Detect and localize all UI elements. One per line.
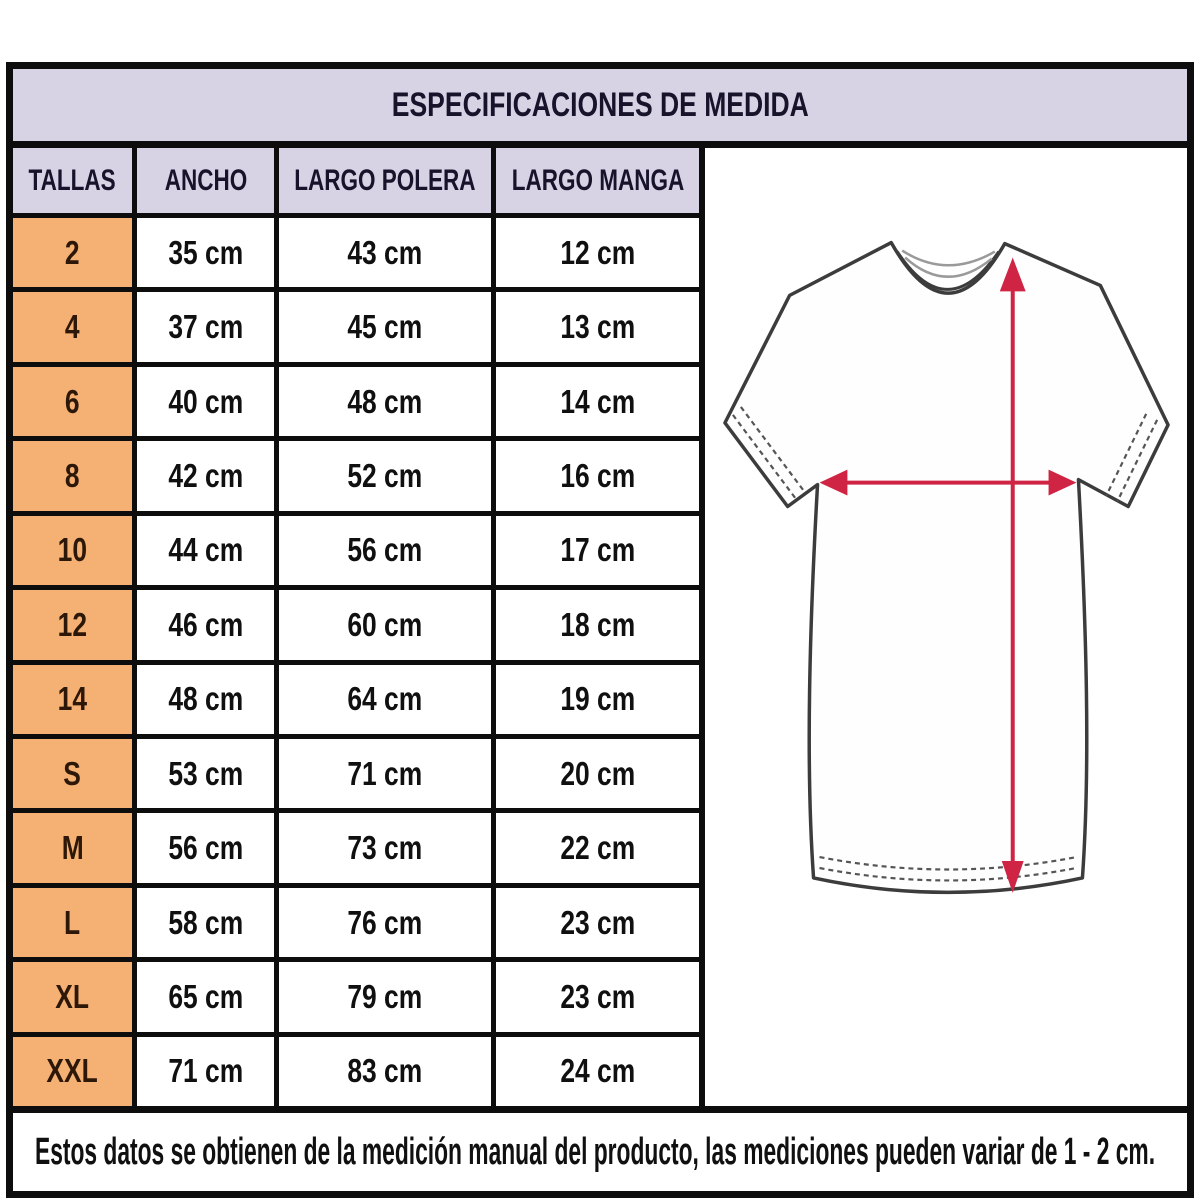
shirt-length-value-cell: 52 cm [279, 441, 496, 511]
width-value-cell: 46 cm [137, 590, 279, 660]
hem-stitch-icon [819, 855, 1077, 871]
collar-band-icon [895, 250, 1001, 291]
table-row: 2 35 cm 43 cm 12 cm [13, 218, 699, 293]
size-label-cell: S [13, 738, 137, 809]
length-arrow-icon [999, 257, 1026, 893]
shirt-length-value-cell: 64 cm [279, 664, 496, 734]
table-row: 12 46 cm 60 cm 18 cm [13, 590, 699, 665]
page-title: ESPECIFICACIONES DE MEDIDA [391, 85, 809, 124]
measurement-note: Estos datos se obtienen de la medición m… [35, 1130, 1156, 1173]
shirt-length-value-cell: 79 cm [279, 962, 496, 1032]
width-value-cell: 71 cm [137, 1036, 279, 1107]
sleeve-length-value-cell: 23 cm [496, 962, 699, 1032]
tshirt-outline-icon [723, 240, 1170, 895]
shirt-length-value-cell: 56 cm [279, 515, 496, 586]
tshirt-diagram-panel [705, 148, 1187, 1106]
width-value-cell: 56 cm [137, 813, 279, 883]
collar-seam-icon [904, 256, 993, 278]
sleeve-length-value-cell: 14 cm [496, 366, 699, 437]
table-row: XL 65 cm 79 cm 23 cm [13, 962, 699, 1037]
note-bar: Estos datos se obtienen de la medición m… [13, 1106, 1187, 1191]
size-label-cell: XL [13, 962, 137, 1032]
size-label-cell: 12 [13, 590, 137, 660]
title-bar: ESPECIFICACIONES DE MEDIDA [13, 69, 1187, 148]
sleeve-length-value-cell: 18 cm [496, 590, 699, 660]
shirt-length-value-cell: 43 cm [279, 218, 496, 288]
table-row: 6 40 cm 48 cm 14 cm [13, 366, 699, 442]
table-row: 4 37 cm 45 cm 13 cm [13, 292, 699, 367]
shirt-length-value-cell: 83 cm [279, 1036, 496, 1107]
shirt-length-value-cell: 45 cm [279, 292, 496, 362]
size-label-cell: 2 [13, 218, 137, 288]
sleeve-length-value-cell: 17 cm [496, 515, 699, 586]
size-table: TALLAS ANCHO LARGO POLERA LARGO MANGA 2 … [13, 148, 705, 1107]
header-cell-largo-manga: LARGO MANGA [496, 148, 699, 213]
width-value-cell: 40 cm [137, 366, 279, 437]
sleeve-length-value-cell: 22 cm [496, 813, 699, 883]
collar-seam-icon [901, 249, 996, 267]
tshirt-diagram [723, 240, 1170, 895]
size-label-cell: 6 [13, 366, 137, 437]
hem-stitch-icon [819, 866, 1077, 882]
sleeve-length-value-cell: 16 cm [496, 441, 699, 511]
table-row: S 53 cm 71 cm 20 cm [13, 738, 699, 814]
shirt-length-value-cell: 73 cm [279, 813, 496, 883]
shirt-length-value-cell: 76 cm [279, 887, 496, 958]
size-label-cell: M [13, 813, 137, 883]
sleeve-length-value-cell: 12 cm [496, 218, 699, 288]
shirt-length-value-cell: 71 cm [279, 738, 496, 809]
width-arrow-icon [819, 469, 1077, 496]
width-value-cell: 42 cm [137, 441, 279, 511]
table-row: M 56 cm 73 cm 22 cm [13, 813, 699, 888]
width-value-cell: 35 cm [137, 218, 279, 288]
width-value-cell: 37 cm [137, 292, 279, 362]
size-label-cell: 4 [13, 292, 137, 362]
width-value-cell: 65 cm [137, 962, 279, 1032]
width-value-cell: 44 cm [137, 515, 279, 586]
table-header-row: TALLAS ANCHO LARGO POLERA LARGO MANGA [13, 148, 699, 218]
shirt-length-value-cell: 48 cm [279, 366, 496, 437]
sleeve-length-value-cell: 19 cm [496, 664, 699, 734]
table-row: L 58 cm 76 cm 23 cm [13, 887, 699, 963]
width-value-cell: 58 cm [137, 887, 279, 958]
shirt-length-value-cell: 60 cm [279, 590, 496, 660]
table-row: 10 44 cm 56 cm 17 cm [13, 515, 699, 591]
width-value-cell: 53 cm [137, 738, 279, 809]
cuff-stitch-icon [1116, 419, 1159, 503]
sleeve-length-value-cell: 24 cm [496, 1036, 699, 1107]
table-row: 8 42 cm 52 cm 16 cm [13, 441, 699, 516]
table-row: XXL 71 cm 83 cm 24 cm [13, 1036, 699, 1107]
table-row: 14 48 cm 64 cm 19 cm [13, 664, 699, 739]
header-cell-largo-polera: LARGO POLERA [279, 148, 496, 213]
content-area: TALLAS ANCHO LARGO POLERA LARGO MANGA 2 … [13, 148, 1187, 1107]
size-label-cell: 10 [13, 515, 137, 586]
size-label-cell: XXL [13, 1036, 137, 1107]
size-label-cell: 8 [13, 441, 137, 511]
width-value-cell: 48 cm [137, 664, 279, 734]
spec-sheet: ESPECIFICACIONES DE MEDIDA TALLAS ANCHO … [6, 62, 1194, 1198]
sleeve-length-value-cell: 13 cm [496, 292, 699, 362]
size-label-cell: 14 [13, 664, 137, 734]
sleeve-length-value-cell: 23 cm [496, 887, 699, 958]
cuff-stitch-icon [1105, 413, 1148, 497]
header-cell-ancho: ANCHO [137, 148, 279, 213]
size-label-cell: L [13, 887, 137, 958]
header-cell-tallas: TALLAS [13, 148, 137, 213]
sleeve-length-value-cell: 20 cm [496, 738, 699, 809]
